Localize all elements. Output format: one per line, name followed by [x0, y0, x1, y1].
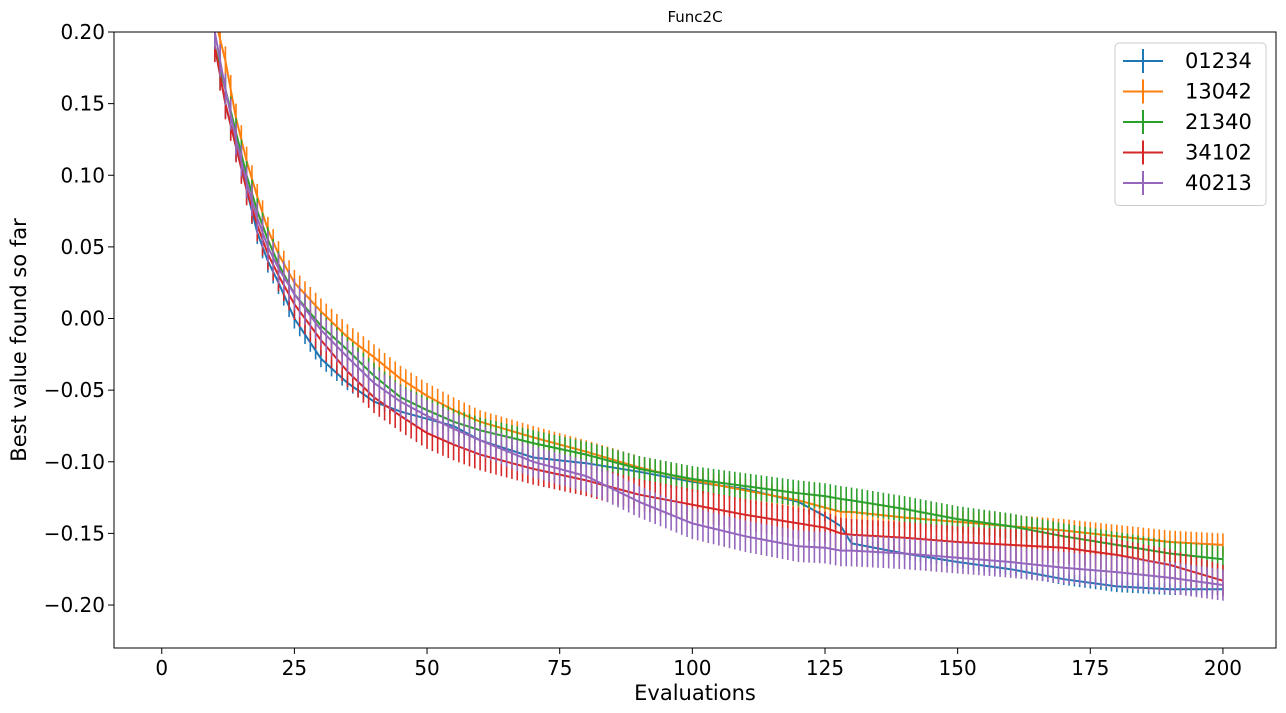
x-tick-label: 0: [155, 656, 168, 680]
y-tick-label: 0.10: [60, 163, 105, 187]
y-tick-label: −0.10: [44, 450, 105, 474]
legend-label: 34102: [1185, 141, 1252, 165]
plot-area: [213, 32, 1224, 601]
legend-item-01234: 01234: [1123, 49, 1252, 73]
x-axis: 0 25 50 75 100 125 150 175 200: [155, 648, 1242, 680]
x-tick-label: 75: [547, 656, 572, 680]
y-tick-label: −0.20: [44, 593, 105, 617]
legend-label: 13042: [1185, 80, 1252, 104]
legend-item-40213: 40213: [1123, 171, 1252, 195]
legend: 01234 13042 21340 34102 40213: [1114, 42, 1267, 206]
y-axis: −0.20 −0.15 −0.10 −0.05 0.00 0.05 0.10 0.15 0.20: [44, 20, 114, 617]
x-tick-label: 25: [282, 656, 307, 680]
x-tick-label: 200: [1204, 656, 1242, 680]
x-tick-label: 50: [414, 656, 439, 680]
series-line: [217, 32, 1223, 546]
legend-label: 21340: [1185, 110, 1252, 134]
chart-title: Func2C: [667, 8, 722, 26]
series-line: [213, 46, 1224, 561]
y-tick-label: −0.05: [44, 378, 105, 402]
plot-frame: [113, 31, 1277, 649]
x-tick-label: 125: [806, 656, 844, 680]
legend-item-21340: 21340: [1123, 110, 1252, 134]
legend-label: 01234: [1185, 49, 1252, 73]
legend-item-13042: 13042: [1123, 79, 1252, 104]
series-21340: [213, 32, 1224, 573]
x-axis-label: Evaluations: [634, 681, 756, 705]
x-tick-label: 175: [1071, 656, 1109, 680]
legend-item-34102: 34102: [1123, 140, 1252, 165]
x-tick-label: 150: [939, 656, 977, 680]
legend-label: 40213: [1185, 171, 1252, 195]
series-line: [213, 32, 1224, 586]
y-axis-label: Best value found so far: [7, 218, 31, 462]
legend-box: [1114, 42, 1267, 206]
series-40213: [213, 32, 1224, 601]
y-tick-label: 0.20: [60, 20, 105, 44]
y-tick-label: −0.15: [44, 521, 105, 545]
y-tick-label: 0.15: [60, 92, 105, 116]
x-tick-label: 100: [673, 656, 711, 680]
y-tick-label: 0.00: [60, 307, 105, 331]
series-34102: [213, 32, 1224, 597]
y-tick-label: 0.05: [60, 235, 105, 259]
